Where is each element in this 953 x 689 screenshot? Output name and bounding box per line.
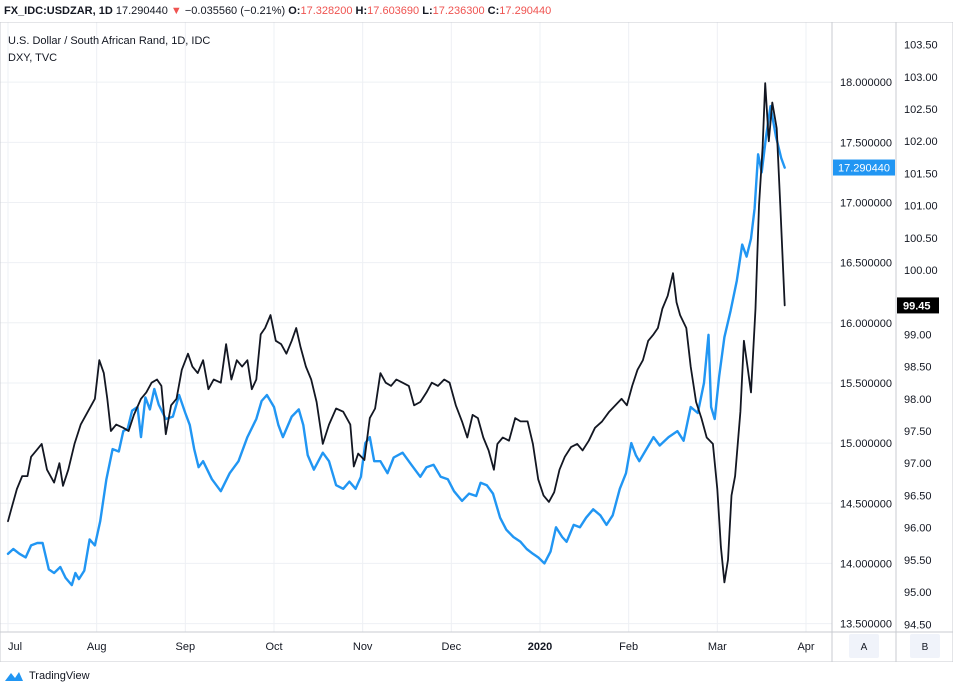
secondary-tick-label: 103.50 (904, 40, 938, 52)
symbol-header: FX_IDC:USDZAR, 1D 17.290440 ▼ −0.035560 … (4, 2, 944, 20)
down-arrow-icon: ▼ (170, 5, 182, 17)
price-chart[interactable]: 13.500000 14.000000 14.500000 15.000000 15.5… (0, 21, 953, 663)
secondary-price-badge: 99.45 (903, 300, 931, 312)
secondary-tick-label: 99.00 (904, 329, 932, 341)
open-value: 17.328200 (300, 5, 353, 17)
symbol-label[interactable]: FX_IDC:USDZAR, 1D (4, 5, 113, 17)
axis-button-right[interactable]: B (922, 642, 929, 653)
open-label: O: (288, 5, 301, 17)
secondary-tick-label: 102.00 (904, 136, 938, 148)
chart-border (0, 21, 953, 663)
time-tick-label: Jul (8, 641, 22, 653)
tradingview-logo-icon (5, 672, 23, 681)
primary-tick-label: 17.500000 (840, 137, 892, 149)
low-value: 17.236300 (432, 5, 485, 17)
axis-button-left-bg (849, 634, 879, 658)
close-value: 17.290440 (499, 5, 552, 17)
close-label: C: (487, 5, 500, 17)
secondary-tick-label: 97.00 (904, 458, 932, 470)
secondary-tick-label: 101.50 (904, 168, 938, 180)
secondary-tick-label: 103.00 (904, 72, 938, 84)
axis-button-right-bg (910, 634, 940, 658)
brand-name: TradingView (29, 670, 90, 682)
time-axis[interactable]: Jul Aug Sep Oct Nov Dec 2020 Feb Mar Apr (8, 641, 815, 653)
main-series-title[interactable]: U.S. Dollar / South African Rand, 1D, ID… (8, 35, 210, 47)
time-tick-label: Nov (353, 641, 373, 653)
series-layer (6, 82, 786, 587)
time-tick-label: 2020 (528, 641, 552, 653)
primary-tick-label: 14.500000 (840, 498, 892, 510)
secondary-tick-label: 98.50 (904, 362, 932, 374)
primary-tick-label: 17.000000 (840, 197, 892, 209)
primary-tick-label: 14.000000 (840, 558, 892, 570)
primary-tick-label: 13.500000 (840, 619, 892, 631)
primary-price-badge-bg (833, 159, 895, 176)
footer-brand[interactable]: TradingView (4, 667, 90, 685)
time-tick-label: Aug (87, 641, 107, 653)
chart-grid (0, 22, 832, 632)
secondary-tick-label: 96.50 (904, 490, 932, 502)
secondary-tick-label: 94.50 (904, 619, 932, 631)
primary-price-badge: 17.290440 (838, 163, 890, 175)
primary-tick-label: 16.500000 (840, 258, 892, 270)
price-badges: 17.290440 99.45 (833, 159, 939, 314)
chart-frame[interactable]: 13.500000 14.000000 14.500000 15.000000 15.5… (0, 21, 953, 663)
dxy-series-line (7, 82, 786, 584)
time-tick-label: Sep (176, 641, 196, 653)
primary-tick-label: 15.500000 (840, 378, 892, 390)
primary-price-axis[interactable]: 13.500000 14.000000 14.500000 15.000000 15.5… (840, 77, 892, 630)
time-tick-label: Oct (265, 641, 282, 653)
overlay-series-title[interactable]: DXY, TVC (8, 52, 57, 64)
secondary-tick-label: 100.00 (904, 265, 938, 277)
time-tick-label: Feb (619, 641, 638, 653)
secondary-tick-label: 100.50 (904, 233, 938, 245)
secondary-tick-label: 102.50 (904, 104, 938, 116)
time-tick-label: Mar (708, 641, 727, 653)
high-label: H: (355, 5, 368, 17)
axis-button-left[interactable]: A (861, 642, 868, 653)
primary-tick-label: 15.000000 (840, 438, 892, 450)
secondary-tick-label: 95.50 (904, 555, 932, 567)
usdzar-series-line (6, 105, 786, 587)
primary-tick-label: 16.000000 (840, 318, 892, 330)
time-tick-label: Apr (797, 641, 814, 653)
last-price: 17.290440 (115, 5, 168, 17)
secondary-tick-label: 96.00 (904, 523, 932, 535)
secondary-price-badge-bg (897, 297, 939, 314)
secondary-price-axis[interactable]: 94.50 95.00 95.50 96.00 96.50 97.00 97.50 98.00… (904, 40, 938, 632)
time-tick-label: Dec (442, 641, 462, 653)
secondary-tick-label: 101.00 (904, 201, 938, 213)
low-label: L: (422, 5, 433, 17)
axis-mode-buttons: A B (849, 634, 940, 658)
secondary-tick-label: 95.00 (904, 587, 932, 599)
primary-tick-label: 18.000000 (840, 77, 892, 89)
price-change: −0.035560 (−0.21%) (184, 5, 286, 17)
secondary-tick-label: 98.00 (904, 394, 932, 406)
high-value: 17.603690 (367, 5, 420, 17)
secondary-tick-label: 97.50 (904, 426, 932, 438)
